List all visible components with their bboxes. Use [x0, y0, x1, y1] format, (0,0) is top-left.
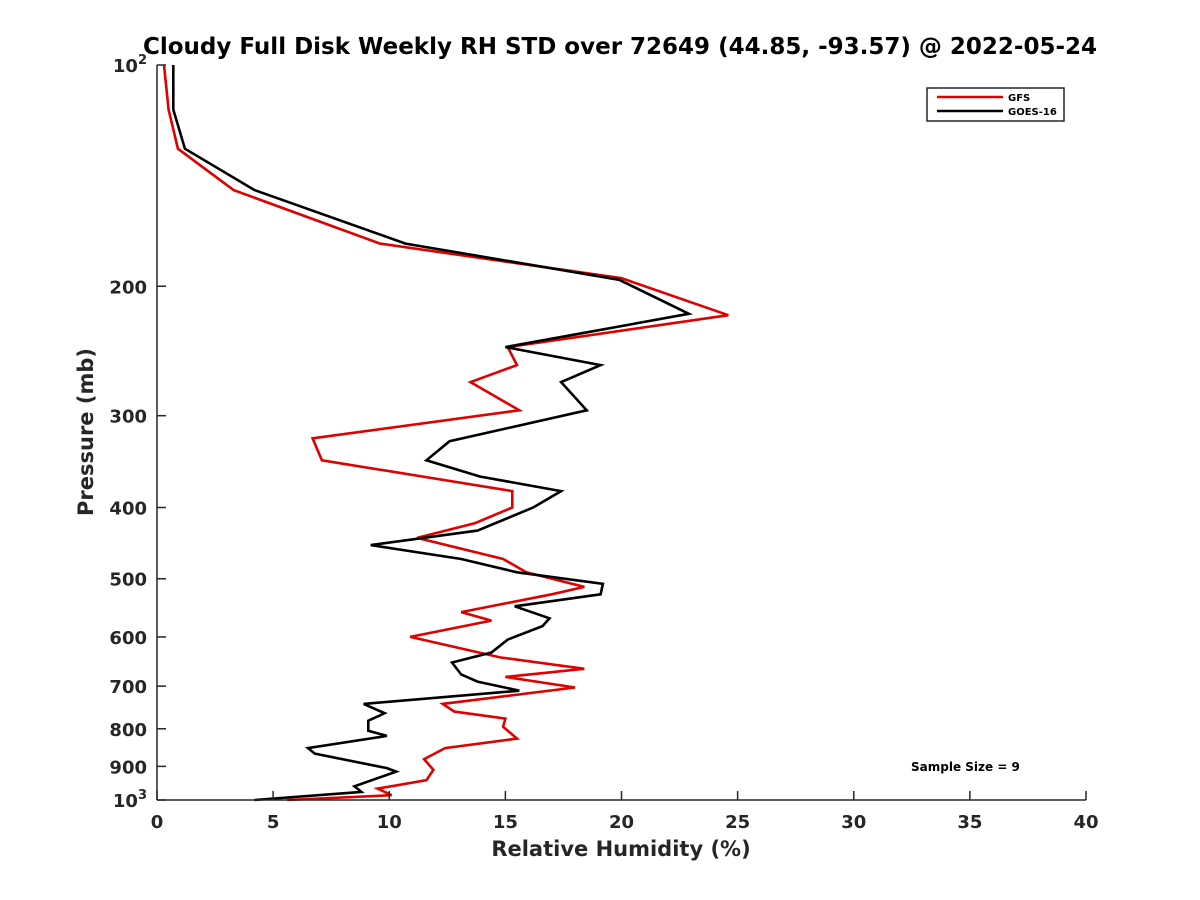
- x-tick-label: 35: [957, 812, 982, 833]
- y-ticks: 102 200 300 400 500 600 700 800 900 103: [109, 53, 166, 812]
- series-line-gfs: [162, 64, 729, 802]
- y-tick-label: 102: [113, 53, 147, 77]
- legend-label-goes16: GOES-16: [1008, 107, 1057, 118]
- x-tick-label: 5: [267, 812, 280, 833]
- legend: GFS GOES-16: [926, 87, 1065, 122]
- x-tick-label: 15: [493, 812, 518, 833]
- x-ticks: 0 5 10 15 20 25 30 35 40: [151, 791, 1099, 833]
- legend-box: [926, 87, 1065, 122]
- y-tick-label: 300: [109, 407, 147, 428]
- series-line-goes16: [172, 65, 694, 802]
- x-axis-label: Relative Humidity (%): [491, 837, 750, 861]
- x-tick-label: 30: [841, 812, 866, 833]
- legend-label-gfs: GFS: [1008, 93, 1030, 104]
- axes-layer: [156, 65, 1086, 801]
- x-tick-label: 40: [1073, 812, 1098, 833]
- x-tick-label: 25: [725, 812, 750, 833]
- sample-size-annotation: Sample Size = 9: [911, 760, 1020, 774]
- y-tick-label: 600: [109, 628, 147, 649]
- x-tick-label: 20: [609, 812, 634, 833]
- y-tick-label: 500: [109, 570, 147, 591]
- y-tick-label: 103: [113, 788, 147, 812]
- y-tick-label: 800: [109, 720, 147, 741]
- y-tick-label: 700: [109, 677, 147, 698]
- x-tick-label: 0: [151, 812, 164, 833]
- y-tick-label: 400: [109, 499, 147, 520]
- y-tick-label: 900: [109, 757, 147, 778]
- y-tick-label: 200: [109, 277, 147, 298]
- x-tick-label: 10: [377, 812, 402, 833]
- series-layer: [162, 64, 729, 802]
- y-axis-label: Pressure (mb): [74, 348, 98, 516]
- chart-title: Cloudy Full Disk Weekly RH STD over 7264…: [143, 34, 1097, 60]
